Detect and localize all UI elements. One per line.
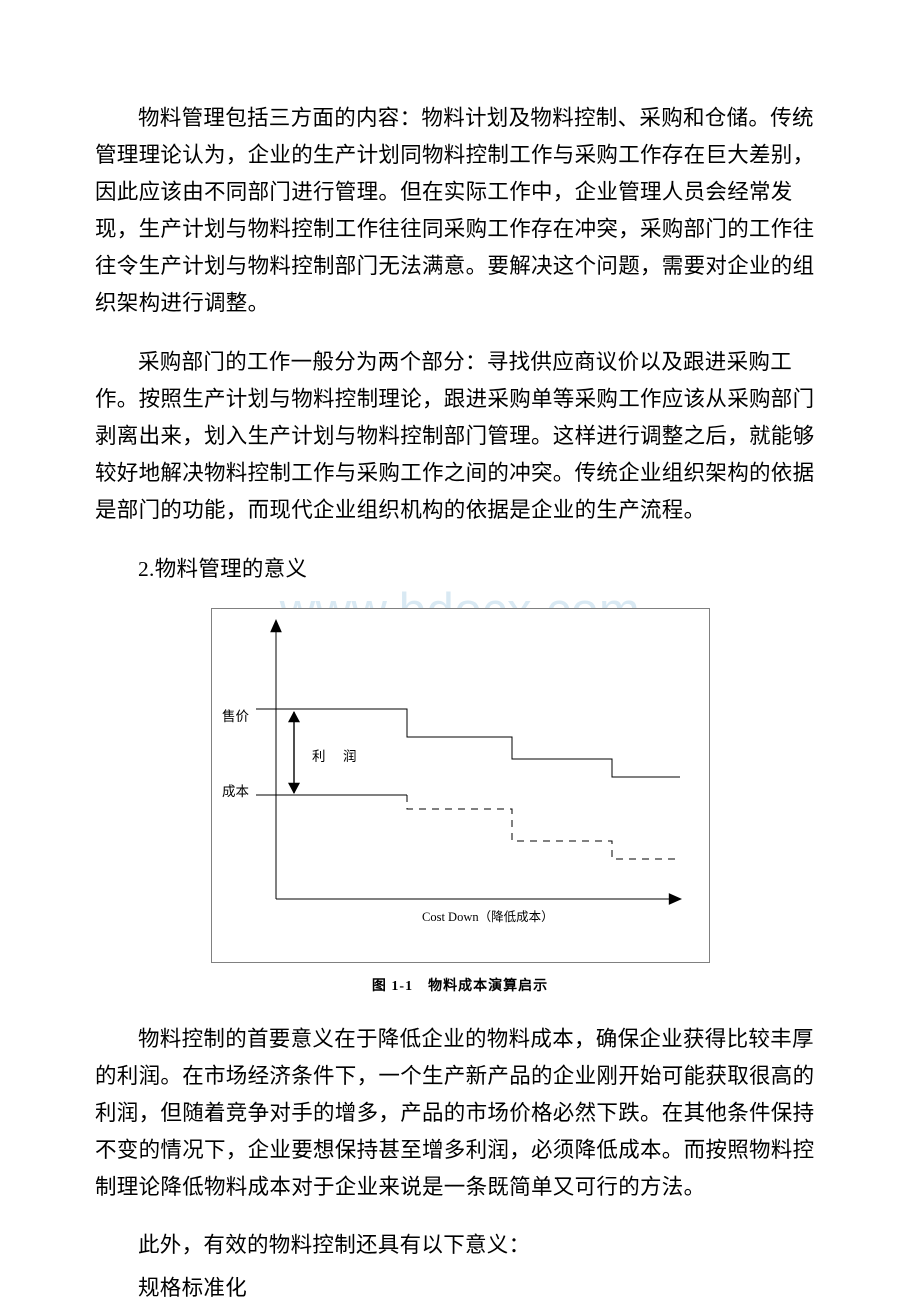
page-content: 物料管理包括三方面的内容：物料计划及物料控制、采购和仓储。传统管理理论认为，企业… [95, 100, 825, 1307]
body-paragraph-3: 物料控制的首要意义在于降低企业的物料成本，确保企业获得比较丰厚的利润。在市场经济… [95, 1021, 825, 1206]
figure-container: 售价成本 利 润 Cost Down（降低成本） 图 1-1 物料成本演算启示 [95, 608, 825, 995]
svg-text:利 润: 利 润 [312, 749, 359, 764]
body-paragraph-1: 物料管理包括三方面的内容：物料计划及物料控制、采购和仓储。传统管理理论认为，企业… [95, 100, 825, 322]
body-paragraph-4: 此外，有效的物料控制还具有以下意义： [95, 1227, 825, 1264]
svg-text:Cost Down（降低成本）: Cost Down（降低成本） [422, 910, 554, 924]
section-heading-2: 2.物料管理的意义 [95, 551, 825, 588]
svg-text:售价: 售价 [222, 709, 249, 724]
figure-box: 售价成本 利 润 Cost Down（降低成本） [211, 608, 710, 963]
svg-text:成本: 成本 [222, 784, 249, 799]
body-paragraph-2: 采购部门的工作一般分为两个部分：寻找供应商议价以及跟进采购工作。按照生产计划与物… [95, 344, 825, 529]
figure-caption: 图 1-1 物料成本演算启示 [95, 975, 825, 995]
cost-diagram-svg: 售价成本 利 润 Cost Down（降低成本） [212, 609, 709, 957]
